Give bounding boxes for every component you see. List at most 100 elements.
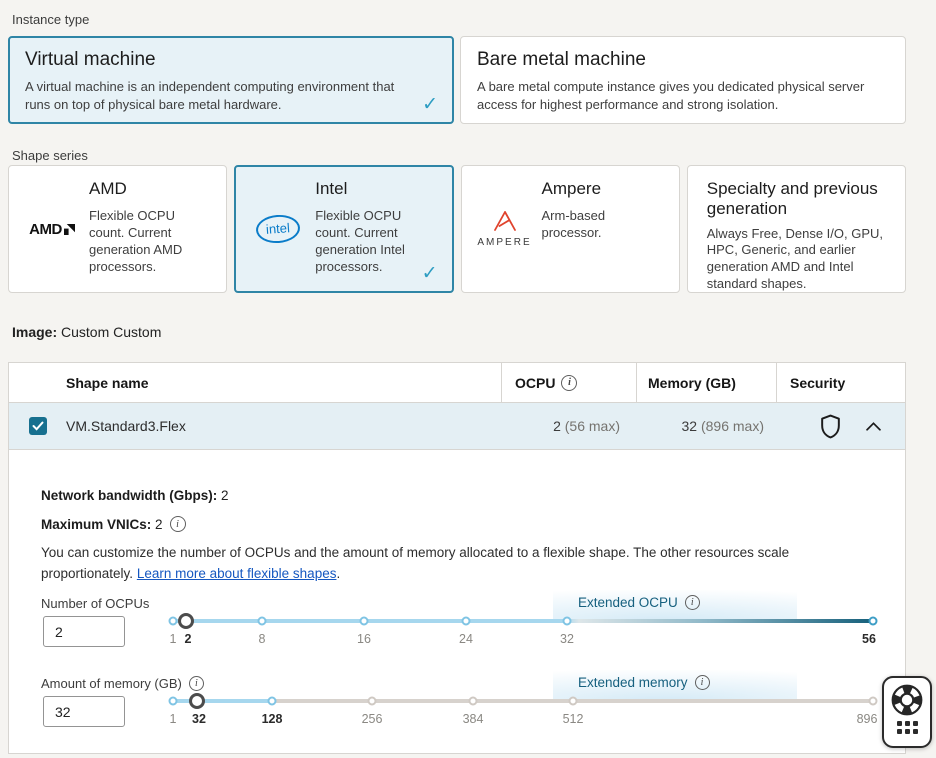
card-title: Specialty and previous generation [706, 179, 878, 219]
memory-slider[interactable]: Extended memory i 1 32 128 [168, 664, 881, 730]
row-checkbox[interactable] [28, 417, 47, 435]
intel-logo-text: intel [255, 213, 302, 245]
network-bandwidth-line: Network bandwidth (Gbps): 2 [41, 488, 877, 503]
ocpu-slider-track[interactable] [173, 619, 873, 624]
ocpu-input-label: Number of OCPUs [41, 596, 150, 612]
extended-ocpu-text: Extended OCPU [578, 595, 678, 611]
header-ocpu: OCPU i [501, 363, 636, 402]
header-memory: Memory (GB) [636, 363, 776, 402]
ocpu-tick-dot-56 [868, 616, 878, 626]
ocpu-tick-label: 24 [459, 632, 473, 647]
memory-input[interactable] [43, 696, 125, 728]
memory-tick-label: 512 [562, 712, 584, 727]
memory-slider-handle[interactable] [189, 693, 205, 710]
ocpu-info-icon[interactable]: i [561, 374, 578, 391]
ampere-triangle-icon [493, 211, 516, 231]
ocpu-tick-label: 8 [258, 632, 266, 647]
shape-detail-panel: Network bandwidth (Gbps): 2 Maximum VNIC… [9, 450, 905, 753]
chevron-up-icon[interactable] [866, 421, 881, 431]
memory-tick-dot-256 [367, 696, 377, 706]
table-row-vm-standard3-flex[interactable]: VM.Standard3.Flex 2 (56 max) 32 (896 max… [9, 403, 905, 450]
intel-logo-icon: intel [251, 178, 305, 280]
ocpu-value: 2 [553, 418, 561, 434]
link-suffix: . [336, 566, 341, 582]
max-vnics-label: Maximum VNICs: [41, 516, 152, 532]
shield-icon[interactable] [820, 414, 841, 439]
amd-arrow-mark-icon [63, 223, 75, 235]
memory-tick-label: 256 [361, 712, 383, 727]
card-title: AMD [89, 179, 127, 198]
memory-tick-dot-1 [168, 696, 178, 706]
extended-memory-highlight [553, 670, 797, 702]
shape-series-label: Shape series [12, 148, 88, 163]
ocpu-tick-label: 16 [357, 632, 371, 647]
page-content: Instance type Virtual machine A virtual … [8, 0, 906, 754]
extended-memory-label: Extended memory i [578, 675, 710, 691]
ocpu-tick-label: 1 [169, 632, 177, 647]
image-info-line: Image: Custom Custom [12, 324, 906, 340]
card-specialty-previous-generation[interactable]: Specialty and previous generation Always… [686, 165, 906, 293]
memory-info-icon[interactable]: i [188, 676, 204, 692]
extended-ocpu-highlight [553, 590, 797, 622]
assistant-widget-button[interactable] [882, 676, 932, 748]
amd-logo-text: AMD [29, 220, 62, 238]
flexible-shapes-link[interactable]: Learn more about flexible shapes [136, 566, 337, 582]
ampere-logo-icon: AMPERE [477, 178, 532, 280]
ocpu-slider-block: Number of OCPUs Extended OCPU i [41, 590, 878, 668]
card-bare-metal-machine[interactable]: Bare metal machine A bare metal compute … [460, 36, 906, 124]
shape-name-cell: VM.Standard3.Flex [66, 418, 186, 434]
extended-memory-info-icon[interactable]: i [694, 675, 710, 691]
memory-tick-label: 128 [261, 712, 283, 727]
memory-tick-dot-128 [267, 696, 277, 706]
extended-memory-text: Extended memory [578, 675, 688, 691]
memory-tick-label: 384 [462, 712, 484, 727]
ocpu-slider[interactable]: Extended OCPU i 1 2 8 [168, 584, 881, 650]
ocpu-slider-handle[interactable] [178, 613, 194, 630]
card-title: Ampere [541, 179, 602, 198]
instance-type-label: Instance type [12, 12, 90, 27]
network-bandwidth-label: Network bandwidth (Gbps): [41, 488, 218, 503]
vnics-info-icon[interactable]: i [169, 516, 186, 532]
flexible-shape-text: You can customize the number of OCPUs an… [41, 545, 790, 582]
checkbox-check-icon [32, 421, 43, 431]
memory-tick-dot-896 [868, 696, 878, 706]
ocpu-tick-dot-16 [359, 616, 369, 626]
card-description: Flexible OCPU count. Current generation … [315, 208, 405, 275]
flexible-shape-description: You can customize the number of OCPUs an… [41, 542, 873, 584]
card-intel[interactable]: intel Intel Flexible OCPU count. Current… [234, 165, 454, 293]
selected-check-icon: ✓ [421, 263, 438, 284]
memory-slider-track[interactable] [173, 699, 873, 704]
header-shape-name: Shape name [66, 374, 149, 391]
memory-tick-label: 32 [192, 712, 206, 727]
memory-slider-block: Amount of memory (GB) i Extended memory … [41, 670, 878, 748]
card-title: Virtual machine [25, 49, 156, 70]
instance-type-card-row: Virtual machine A virtual machine is an … [8, 36, 906, 124]
memory-cell: 32 (896 max) [636, 418, 776, 434]
memory-value: 32 [681, 418, 698, 434]
header-ocpu-text: OCPU [515, 374, 556, 391]
card-ampere[interactable]: AMPERE Ampere Arm-based processor. [460, 165, 680, 293]
image-value: Custom Custom [61, 324, 162, 340]
shape-table: Shape name OCPU i Memory (GB) Security V… [8, 362, 906, 754]
ocpu-tick-dot-8 [257, 616, 267, 626]
amd-logo-icon: AMD [25, 178, 79, 280]
extended-ocpu-info-icon[interactable]: i [684, 595, 700, 611]
card-virtual-machine[interactable]: Virtual machine A virtual machine is an … [8, 36, 454, 124]
ocpu-input[interactable] [43, 616, 125, 648]
ocpu-tick-dot-24 [461, 616, 471, 626]
ocpu-tick-dot-1 [168, 616, 178, 626]
drag-dots-icon [896, 721, 918, 734]
card-description: A bare metal compute instance gives you … [477, 79, 865, 112]
memory-tick-dot-512 [568, 696, 578, 706]
card-description: Always Free, Dense I/O, GPU, HPC, Generi… [706, 225, 884, 291]
shape-table-header: Shape name OCPU i Memory (GB) Security [9, 363, 905, 403]
memory-tick-label: 896 [856, 712, 878, 727]
ocpu-max: (56 max) [564, 418, 620, 434]
card-description: A virtual machine is an independent comp… [25, 79, 395, 112]
max-vnics-line: Maximum VNICs: 2 i [41, 516, 877, 532]
memory-input-label: Amount of memory (GB) [41, 676, 182, 692]
shape-series-card-row: AMD AMD Flexible OCPU count. Current gen… [8, 165, 906, 293]
selected-check-icon: ✓ [422, 94, 438, 115]
card-amd[interactable]: AMD AMD Flexible OCPU count. Current gen… [8, 165, 228, 293]
